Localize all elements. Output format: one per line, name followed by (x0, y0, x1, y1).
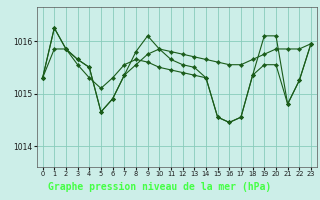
Text: Graphe pression niveau de la mer (hPa): Graphe pression niveau de la mer (hPa) (48, 182, 272, 192)
